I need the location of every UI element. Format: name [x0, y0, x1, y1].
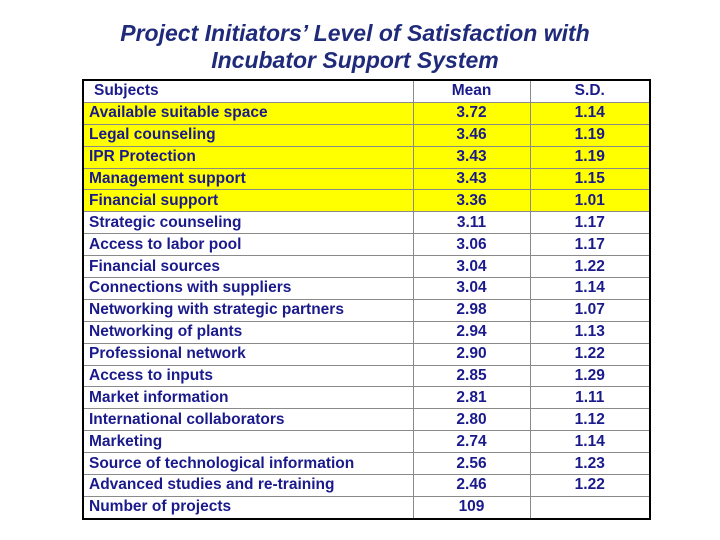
sd-cell: 1.12	[529, 408, 651, 432]
mean-cell: 3.04	[412, 255, 531, 279]
mean-cell: 2.94	[412, 320, 531, 344]
header-sd: S.D.	[529, 79, 651, 103]
subject-cell: Legal counseling	[82, 123, 414, 147]
mean-cell: 2.80	[412, 408, 531, 432]
sd-cell: 1.13	[529, 320, 651, 344]
sd-cell: 1.22	[529, 255, 651, 279]
footer-value-cell: 109	[412, 495, 531, 520]
sd-cell: 1.01	[529, 189, 651, 213]
mean-cell: 2.46	[412, 474, 531, 497]
table-row: Networking of plants 2.94 1.13	[82, 320, 651, 344]
mean-cell: 2.90	[412, 342, 531, 366]
table-row: International collaborators 2.80 1.12	[82, 408, 651, 432]
sd-cell: 1.29	[529, 364, 651, 388]
footer-empty-cell	[529, 495, 651, 520]
sd-cell: 1.07	[529, 298, 651, 322]
subject-cell: Strategic counseling	[82, 211, 414, 235]
subject-cell: Market information	[82, 386, 414, 410]
table-header-row: Subjects Mean S.D.	[82, 79, 651, 103]
sd-cell: 1.23	[529, 452, 651, 476]
mean-cell: 3.43	[412, 167, 531, 191]
mean-cell: 3.36	[412, 189, 531, 213]
sd-cell: 1.22	[529, 342, 651, 366]
table-row: Strategic counseling 3.11 1.17	[82, 211, 651, 235]
table-row: Legal counseling 3.46 1.19	[82, 123, 651, 147]
table-row: Advanced studies and re-training 2.46 1.22	[82, 474, 651, 497]
subject-cell: Available suitable space	[82, 101, 414, 125]
mean-cell: 2.85	[412, 364, 531, 388]
subject-cell: Access to inputs	[82, 364, 414, 388]
mean-cell: 3.11	[412, 211, 531, 235]
mean-cell: 2.98	[412, 298, 531, 322]
subject-cell: Management support	[82, 167, 414, 191]
table-row: IPR Protection 3.43 1.19	[82, 145, 651, 169]
sd-cell: 1.11	[529, 386, 651, 410]
subject-cell: Networking of plants	[82, 320, 414, 344]
table-row: Marketing 2.74 1.14	[82, 430, 651, 454]
table-footer-row: Number of projects 109	[82, 495, 651, 520]
sd-cell: 1.14	[529, 101, 651, 125]
table-row: Financial support 3.36 1.01	[82, 189, 651, 213]
subject-cell: Professional network	[82, 342, 414, 366]
sd-cell: 1.22	[529, 474, 651, 497]
subject-cell: Marketing	[82, 430, 414, 454]
mean-cell: 2.81	[412, 386, 531, 410]
subject-cell: Advanced studies and re-training	[82, 474, 414, 497]
table-row: Market information 2.81 1.11	[82, 386, 651, 410]
table-row: Financial sources 3.04 1.22	[82, 255, 651, 279]
table-row: Source of technological information 2.56 1…	[82, 452, 651, 476]
sd-cell: 1.14	[529, 277, 651, 300]
table-row: Connections with suppliers 3.04 1.14	[82, 277, 651, 300]
subject-cell: Connections with suppliers	[82, 277, 414, 300]
satisfaction-table: Subjects Mean S.D. Available suitable sp…	[82, 79, 651, 520]
table-row: Access to inputs 2.85 1.29	[82, 364, 651, 388]
mean-cell: 3.06	[412, 233, 531, 257]
subject-cell: Financial sources	[82, 255, 414, 279]
slide-title: Project Initiators’ Level of Satisfactio…	[0, 20, 710, 74]
sd-cell: 1.14	[529, 430, 651, 454]
mean-cell: 3.46	[412, 123, 531, 147]
mean-cell: 3.43	[412, 145, 531, 169]
mean-cell: 2.74	[412, 430, 531, 454]
sd-cell: 1.19	[529, 145, 651, 169]
subject-cell: Networking with strategic partners	[82, 298, 414, 322]
title-line-2: Incubator Support System	[211, 47, 499, 73]
sd-cell: 1.19	[529, 123, 651, 147]
mean-cell: 3.72	[412, 101, 531, 125]
footer-label-cell: Number of projects	[82, 495, 414, 520]
sd-cell: 1.17	[529, 233, 651, 257]
table-row: Networking with strategic partners 2.98 1.…	[82, 298, 651, 322]
sd-cell: 1.15	[529, 167, 651, 191]
subject-cell: Access to labor pool	[82, 233, 414, 257]
subject-cell: Source of technological information	[82, 452, 414, 476]
subject-cell: International collaborators	[82, 408, 414, 432]
title-line-1: Project Initiators’ Level of Satisfactio…	[120, 20, 590, 46]
subject-cell: IPR Protection	[82, 145, 414, 169]
subject-cell: Financial support	[82, 189, 414, 213]
table-row: Management support 3.43 1.15	[82, 167, 651, 191]
table-row: Access to labor pool 3.06 1.17	[82, 233, 651, 257]
mean-cell: 3.04	[412, 277, 531, 300]
header-mean: Mean	[412, 79, 531, 103]
table-row: Available suitable space 3.72 1.14	[82, 101, 651, 125]
mean-cell: 2.56	[412, 452, 531, 476]
table-row: Professional network 2.90 1.22	[82, 342, 651, 366]
header-subjects: Subjects	[82, 79, 414, 103]
table-body: Subjects Mean S.D. Available suitable sp…	[82, 79, 651, 520]
sd-cell: 1.17	[529, 211, 651, 235]
